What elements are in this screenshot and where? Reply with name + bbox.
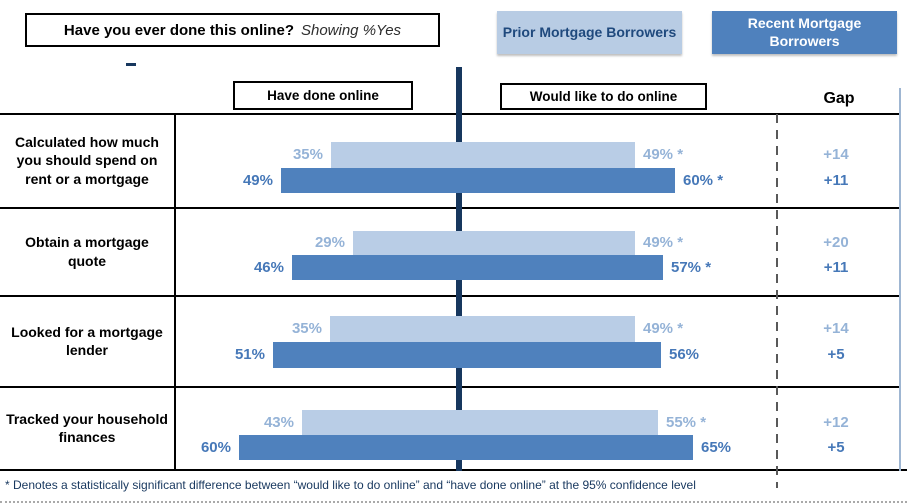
column-header-gap: Gap — [823, 90, 855, 107]
bottom-rule — [0, 469, 907, 471]
gap-value-recent: +5 — [827, 439, 845, 456]
legend-recent-borrowers: Recent Mortgage Borrowers — [712, 11, 897, 54]
bar-recent — [281, 168, 675, 193]
gap-value-prior: +14 — [823, 320, 849, 337]
row-separator — [0, 386, 901, 388]
title-question: Have you ever done this online? — [63, 21, 294, 39]
column-header-would-like: Would like to do online — [500, 83, 707, 110]
value-would-like-prior: 49% * — [643, 320, 684, 337]
value-have-done-prior: 35% — [291, 320, 322, 337]
plot-right-border — [899, 88, 901, 471]
title-subtitle: Showing %Yes — [300, 21, 402, 39]
slide-bottom-dotted-edge — [0, 501, 907, 503]
value-have-done-prior: 43% — [263, 414, 294, 431]
value-would-like-prior: 55% * — [666, 414, 707, 431]
footnote: * Denotes a statistically significant di… — [5, 478, 696, 492]
value-have-done-prior: 29% — [314, 234, 345, 251]
gap-value-recent: +11 — [823, 259, 849, 276]
label-column-divider — [174, 113, 176, 471]
bar-prior — [331, 142, 635, 168]
header-underline — [0, 113, 901, 115]
value-have-done-recent: 51% — [234, 346, 265, 363]
row-label: Looked for a mortgage lender — [11, 323, 163, 358]
value-have-done-recent: 46% — [253, 259, 284, 276]
gap-value-prior: +14 — [823, 146, 849, 163]
row-separator — [0, 295, 901, 297]
row-label: Calculated how much you should spend on … — [15, 133, 159, 187]
title-box: Have you ever done this online? Showing … — [25, 13, 440, 47]
gap-value-recent: +5 — [827, 346, 845, 363]
value-have-done-recent: 49% — [242, 172, 273, 189]
value-would-like-recent: 57% * — [671, 259, 712, 276]
legend-prior-borrowers: Prior Mortgage Borrowers — [497, 11, 682, 54]
bar-prior — [330, 316, 635, 342]
row-label: Obtain a mortgage quote — [25, 234, 149, 269]
bar-recent — [292, 255, 663, 280]
gap-column-dashed-divider — [776, 114, 778, 488]
bar-prior — [353, 231, 635, 255]
gap-value-prior: +20 — [823, 234, 849, 251]
column-header-have-done: Have done online — [233, 81, 413, 110]
value-would-like-recent: 56% — [669, 346, 700, 363]
value-would-like-prior: 49% * — [643, 234, 684, 251]
bar-recent — [239, 435, 693, 460]
bar-prior — [302, 410, 658, 435]
row-separator — [0, 207, 901, 209]
stray-dash-mark — [126, 63, 136, 66]
value-have-done-prior: 35% — [292, 146, 323, 163]
value-have-done-recent: 60% — [200, 439, 231, 456]
value-would-like-recent: 65% — [701, 439, 732, 456]
bar-recent — [273, 342, 661, 368]
value-would-like-prior: 49% * — [643, 146, 684, 163]
gap-value-recent: +11 — [823, 172, 849, 189]
gap-value-prior: +12 — [823, 414, 849, 431]
row-label: Tracked your household finances — [6, 410, 168, 445]
value-would-like-recent: 60% * — [683, 172, 724, 189]
